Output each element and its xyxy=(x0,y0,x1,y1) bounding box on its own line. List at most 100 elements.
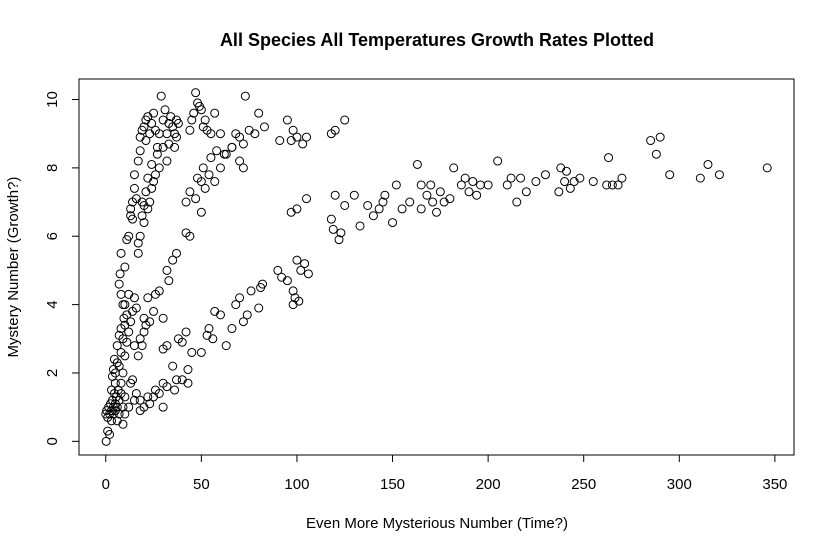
data-point xyxy=(185,187,195,197)
data-point xyxy=(200,115,210,125)
data-point xyxy=(227,324,237,334)
data-point xyxy=(235,293,245,303)
data-point xyxy=(475,180,485,190)
data-point xyxy=(240,91,250,101)
data-point xyxy=(164,139,174,149)
data-point xyxy=(115,269,125,279)
x-tick-label: 150 xyxy=(380,476,405,493)
data-point xyxy=(456,180,466,190)
data-point xyxy=(191,88,201,98)
data-point xyxy=(422,190,432,200)
data-point xyxy=(254,108,264,118)
data-point xyxy=(210,306,220,316)
data-point xyxy=(124,402,134,412)
data-point xyxy=(162,382,172,392)
data-point xyxy=(131,388,141,398)
data-point xyxy=(196,207,206,217)
data-point xyxy=(168,255,178,265)
data-point xyxy=(235,156,245,166)
data-point xyxy=(380,190,390,200)
data-point xyxy=(135,395,145,405)
chart-title: All Species All Temperatures Growth Rate… xyxy=(220,30,654,50)
data-point xyxy=(170,385,180,395)
data-point xyxy=(565,183,575,193)
data-point xyxy=(227,142,237,152)
data-point xyxy=(149,177,159,187)
data-point xyxy=(143,173,153,183)
data-point xyxy=(288,286,298,296)
data-point xyxy=(135,334,145,344)
data-point xyxy=(150,170,160,180)
data-point xyxy=(189,108,199,118)
data-point xyxy=(464,187,474,197)
data-point xyxy=(118,300,128,310)
data-point xyxy=(302,194,311,204)
data-point xyxy=(149,108,159,118)
data-point xyxy=(116,378,126,388)
data-point xyxy=(330,125,340,135)
data-point xyxy=(112,341,122,351)
x-tick-label: 250 xyxy=(571,476,596,493)
data-point xyxy=(126,204,136,214)
data-point xyxy=(133,248,143,258)
data-point xyxy=(328,224,338,234)
x-tick-label: 200 xyxy=(476,476,501,493)
data-point xyxy=(120,392,130,402)
data-point xyxy=(516,173,526,183)
data-point xyxy=(156,91,166,101)
data-point xyxy=(196,177,206,187)
data-point xyxy=(137,211,147,221)
data-point xyxy=(340,200,350,210)
data-point xyxy=(655,132,665,142)
data-point xyxy=(120,409,130,419)
data-point xyxy=(172,248,181,258)
data-point xyxy=(181,197,191,207)
data-point xyxy=(139,122,149,132)
data-point xyxy=(336,228,346,238)
data-point xyxy=(286,136,296,146)
data-point xyxy=(695,173,705,183)
data-point xyxy=(107,416,116,426)
data-point xyxy=(607,180,617,190)
data-point xyxy=(275,136,285,146)
data-point xyxy=(141,187,151,197)
data-point xyxy=(187,347,197,357)
data-point xyxy=(177,337,187,347)
data-point xyxy=(143,204,153,214)
plot-frame xyxy=(78,78,795,456)
data-point xyxy=(762,163,772,173)
data-point xyxy=(107,385,116,395)
data-point xyxy=(378,197,388,207)
data-point xyxy=(147,118,157,128)
data-point xyxy=(120,262,130,272)
data-point xyxy=(160,105,170,115)
x-tick-label: 100 xyxy=(284,476,309,493)
data-point xyxy=(143,392,153,402)
data-point xyxy=(445,194,455,204)
x-tick-label: 300 xyxy=(667,476,692,493)
data-point xyxy=(137,341,147,351)
data-point xyxy=(562,166,571,176)
y-tick-label: 4 xyxy=(44,300,61,308)
data-point xyxy=(162,156,172,166)
data-point xyxy=(215,129,225,139)
data-point xyxy=(238,163,248,173)
data-point xyxy=(208,334,218,344)
data-point xyxy=(604,153,614,163)
data-point xyxy=(412,159,422,169)
data-point xyxy=(602,180,612,190)
data-point xyxy=(200,183,210,193)
data-points xyxy=(101,88,772,446)
data-point xyxy=(391,180,401,190)
data-point xyxy=(221,149,231,159)
data-point xyxy=(340,115,350,125)
data-point xyxy=(416,180,426,190)
data-point xyxy=(468,177,478,187)
data-point xyxy=(617,173,627,183)
data-point xyxy=(187,115,197,125)
data-point xyxy=(129,183,139,193)
data-point xyxy=(118,368,128,378)
data-point xyxy=(432,207,441,217)
data-point xyxy=(296,265,306,275)
data-point xyxy=(114,279,124,289)
